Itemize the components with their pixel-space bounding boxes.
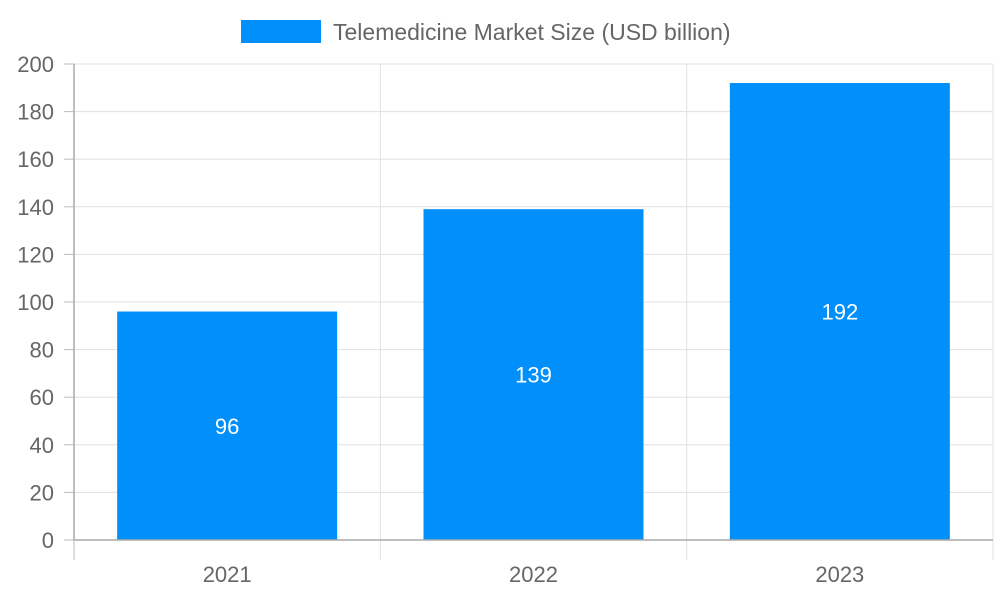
y-tick-label: 40 <box>30 433 54 458</box>
x-tick-label: 2022 <box>509 562 558 587</box>
x-tick-label: 2021 <box>203 562 252 587</box>
y-tick-label: 100 <box>17 290 54 315</box>
legend-label: Telemedicine Market Size (USD billion) <box>333 19 731 45</box>
y-tick-label: 200 <box>17 52 54 77</box>
y-tick-label: 160 <box>17 147 54 172</box>
data-label: 192 <box>821 300 858 325</box>
bar-2022 <box>423 209 644 540</box>
y-tick-label: 60 <box>30 385 54 410</box>
legend[interactable]: Telemedicine Market Size (USD billion) <box>241 19 731 45</box>
bars: 96 139 192 <box>117 83 950 540</box>
data-label: 139 <box>515 363 552 388</box>
y-tick-label: 180 <box>17 100 54 125</box>
bar-2023 <box>729 83 950 540</box>
y-tick-label: 120 <box>17 242 54 267</box>
data-label: 96 <box>215 414 239 439</box>
legend-swatch <box>241 20 321 43</box>
y-tick-label: 20 <box>30 480 54 505</box>
y-tick-label: 140 <box>17 195 54 220</box>
bar-2021 <box>117 311 338 540</box>
x-tick-label: 2023 <box>815 562 864 587</box>
y-tick-label: 0 <box>42 528 54 553</box>
axes: 0 20 40 60 80 100 120 140 160 180 200 2021 2022 2023 <box>17 52 993 587</box>
y-tick-label: 80 <box>30 338 54 363</box>
